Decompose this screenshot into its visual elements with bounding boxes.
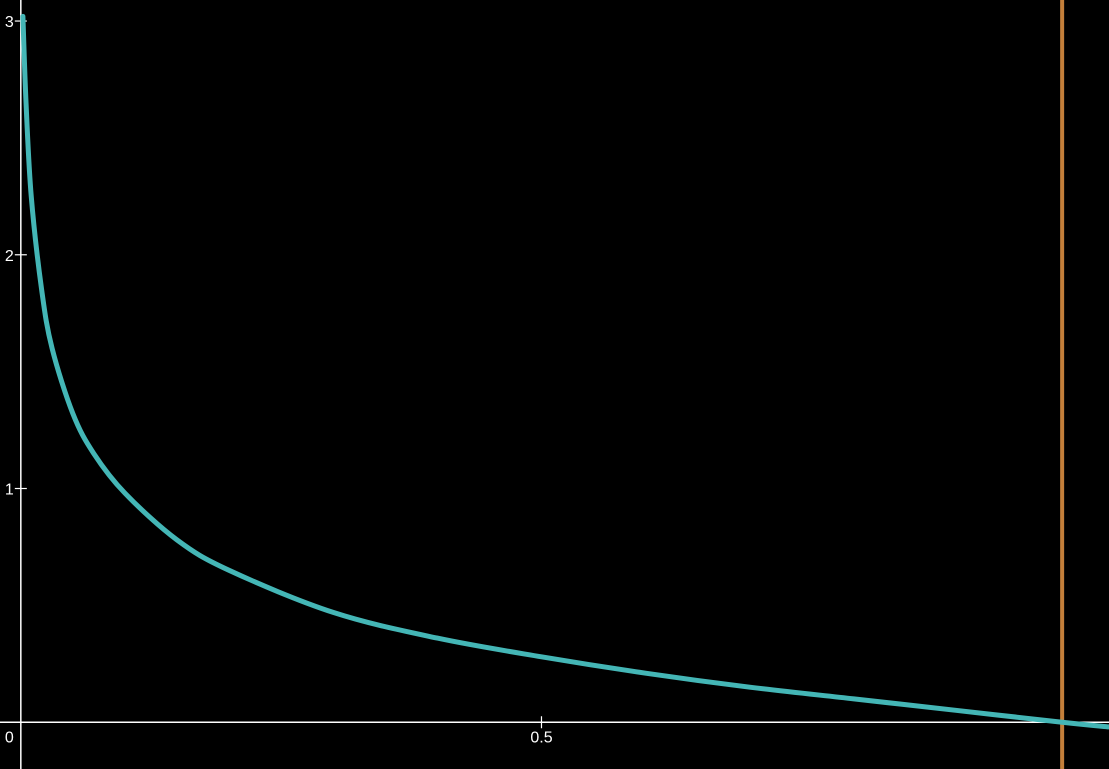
y-tick-label: 2 xyxy=(5,248,14,265)
series-line xyxy=(20,13,1109,730)
y-tick-label: 1 xyxy=(5,482,14,499)
x-tick-label: 0.5 xyxy=(530,729,552,746)
y-tick-label: 3 xyxy=(5,14,14,31)
origin-label: 0 xyxy=(5,729,14,746)
series-layer xyxy=(20,13,1109,730)
x-ticks: 0.5 xyxy=(530,716,553,746)
